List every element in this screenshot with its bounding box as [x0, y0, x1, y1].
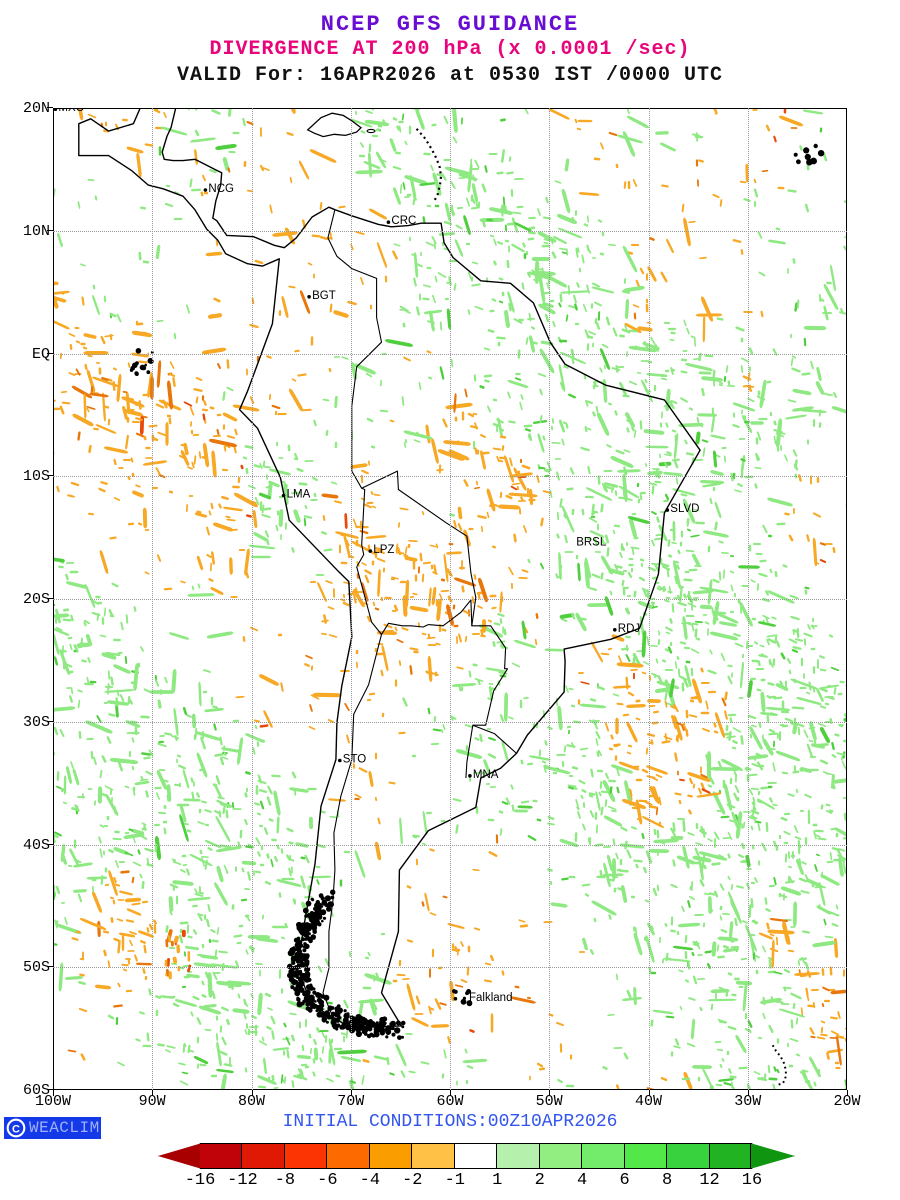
svg-text:Falkland: Falkland	[469, 992, 512, 1004]
svg-text:BGT: BGT	[312, 290, 336, 302]
svg-text:STO: STO	[343, 754, 366, 766]
svg-text:MXC: MXC	[58, 109, 84, 114]
svg-text:LPZ: LPZ	[373, 544, 394, 556]
svg-text:LMA: LMA	[287, 489, 311, 501]
svg-text:BRSL: BRSL	[576, 537, 607, 549]
svg-text:SLVD: SLVD	[670, 503, 699, 515]
